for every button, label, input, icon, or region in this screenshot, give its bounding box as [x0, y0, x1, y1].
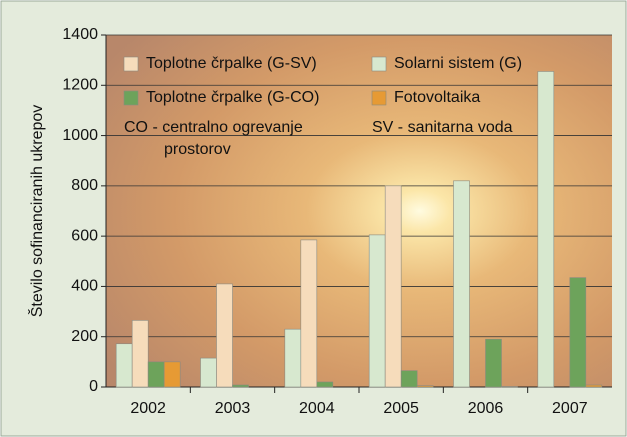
bar	[537, 71, 555, 388]
x-tick-label: 2005	[383, 400, 419, 417]
x-tick-label: 2002	[130, 400, 166, 417]
y-tick-label: 1400	[62, 26, 98, 43]
x-tick-label: 2004	[299, 400, 335, 417]
bar	[200, 357, 217, 388]
bar	[131, 320, 149, 388]
y-tick-label: 1200	[62, 77, 98, 94]
legend-swatch	[123, 90, 139, 106]
bar	[147, 361, 165, 388]
legend-swatch	[371, 90, 387, 106]
bar	[368, 234, 386, 388]
bar	[453, 180, 470, 388]
legend-label: Fotovoltaika	[394, 89, 480, 106]
legend-label: Toplotne črpalke (G-CO)	[146, 89, 319, 106]
y-tick-label: 200	[71, 328, 98, 345]
y-axis-label: Število sofinanciranih ukrepov	[27, 105, 46, 318]
y-tick-label: 600	[71, 227, 98, 244]
bar	[485, 338, 502, 388]
y-tick-label: 0	[89, 378, 98, 395]
bar	[400, 370, 418, 388]
bar	[115, 343, 133, 388]
legend-label: Toplotne črpalke (G-SV)	[146, 55, 317, 72]
x-tick-label: 2006	[468, 400, 504, 417]
bar	[163, 361, 181, 388]
annotation: prostorov	[164, 141, 231, 158]
x-tick-label: 2003	[215, 400, 251, 417]
y-tick-label: 1000	[62, 127, 98, 144]
bar	[384, 185, 402, 388]
bar	[316, 381, 334, 388]
bar	[585, 384, 603, 388]
legend-label: Solarni sistem (G)	[394, 55, 522, 72]
legend-swatch	[371, 56, 387, 72]
bar	[284, 328, 302, 388]
y-tick-label: 800	[71, 177, 98, 194]
annotation: SV - sanitarna voda	[372, 119, 513, 136]
plot-background	[106, 35, 612, 387]
legend-swatch	[123, 56, 139, 72]
annotation: CO - centralno ogrevanje	[124, 119, 303, 136]
bar	[232, 384, 249, 388]
x-tick-label: 2007	[552, 400, 588, 417]
bar	[569, 277, 587, 388]
bar	[300, 239, 318, 388]
bar	[416, 385, 434, 388]
bar	[216, 283, 233, 388]
bar	[501, 386, 518, 388]
y-tick-label: 400	[71, 278, 98, 295]
